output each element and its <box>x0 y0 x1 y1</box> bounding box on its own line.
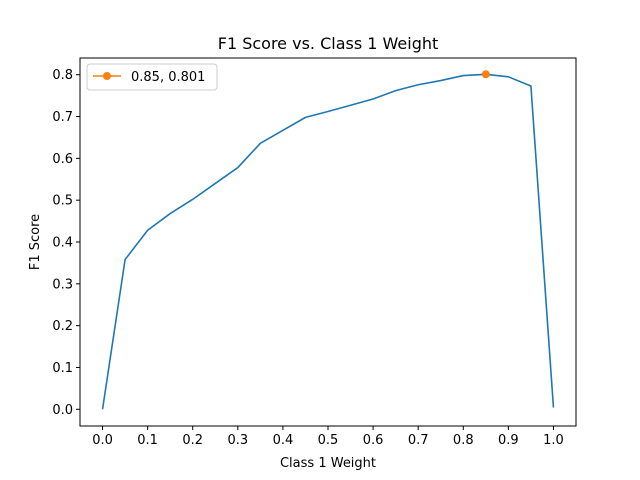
x-tick-label: 0.5 <box>318 433 339 448</box>
plot-area <box>101 70 555 410</box>
y-tick-label: 0.8 <box>52 68 73 83</box>
y-tick-label: 0.1 <box>52 361 73 376</box>
x-tick-label: 0.2 <box>182 433 203 448</box>
y-tick-label: 0.2 <box>52 319 73 334</box>
x-axis-title: Class 1 Weight <box>280 456 376 471</box>
y-tick-label: 0.3 <box>52 277 73 292</box>
y-tick-label: 0.4 <box>52 236 73 251</box>
y-axis-title: F1 Score <box>28 214 43 270</box>
x-tick-label: 0.4 <box>273 433 294 448</box>
x-tick-label: 0.8 <box>453 433 474 448</box>
x-tick-label: 0.7 <box>408 433 429 448</box>
x-tick-label: 0.6 <box>363 433 384 448</box>
y-tick-label: 0.0 <box>52 403 73 418</box>
chart-title: F1 Score vs. Class 1 Weight <box>218 34 439 53</box>
y-tick-label: 0.5 <box>52 194 73 209</box>
legend-box <box>86 63 218 91</box>
x-tick-label: 1.0 <box>543 433 564 448</box>
x-tick-label: 0.3 <box>227 433 248 448</box>
legend-marker-dot <box>103 72 111 80</box>
legend-label: 0.85, 0.801 <box>131 70 205 85</box>
x-tick-label: 0.1 <box>137 433 158 448</box>
y-tick-label: 0.6 <box>52 152 73 167</box>
x-tick-label: 0.9 <box>498 433 519 448</box>
x-axis: 0.0 0.1 0.2 0.3 0.4 0.5 0.6 0.7 0.8 0.9 1.0 <box>92 426 564 448</box>
y-axis: 0.0 0.1 0.2 0.3 0.4 0.5 0.6 0.7 0.8 <box>52 68 80 418</box>
f1-score-line <box>101 73 555 410</box>
x-tick-label: 0.0 <box>92 433 113 448</box>
legend: 0.85, 0.801 <box>86 63 218 91</box>
y-tick-label: 0.7 <box>52 110 73 125</box>
best-point-marker <box>481 70 490 79</box>
